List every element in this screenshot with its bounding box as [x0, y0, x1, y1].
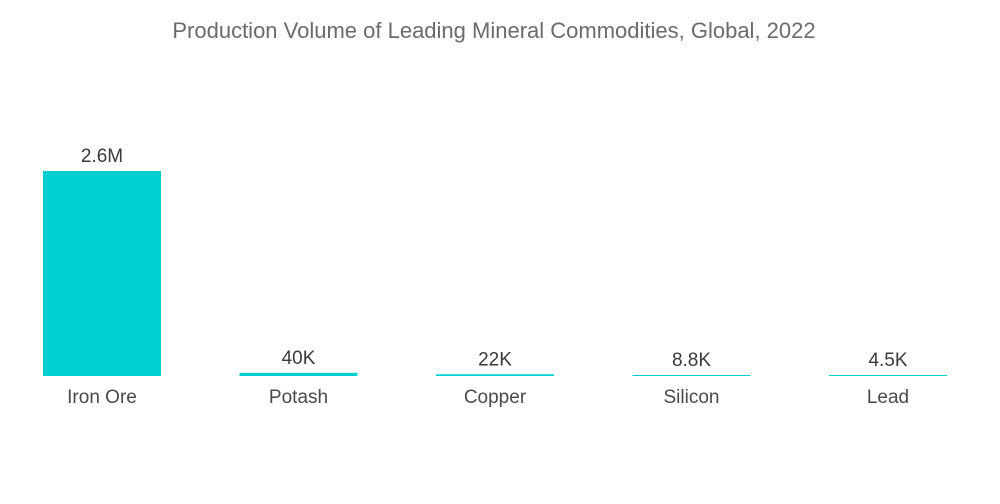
value-label-lead: 4.5K: [868, 350, 907, 371]
bar-potash: [239, 372, 358, 376]
category-label-lead: Lead: [867, 387, 909, 408]
chart-title: Production Volume of Leading Mineral Com…: [172, 18, 815, 43]
bar-copper: [436, 374, 554, 376]
value-labels-group: 2.6M 40K 22K 8.8K 4.5K: [81, 146, 908, 371]
value-label-iron-ore: 2.6M: [81, 146, 123, 167]
value-label-silicon: 8.8K: [672, 350, 711, 371]
bar-lead: [829, 375, 947, 376]
category-label-iron-ore: Iron Ore: [67, 387, 137, 408]
value-label-potash: 40K: [282, 348, 316, 369]
value-label-copper: 22K: [478, 349, 512, 370]
category-labels-group: Iron Ore Potash Copper Silicon Lead: [67, 387, 909, 408]
bars-group: [43, 171, 947, 376]
category-label-silicon: Silicon: [664, 387, 720, 408]
category-label-potash: Potash: [269, 387, 328, 408]
bar-iron-ore: [43, 171, 161, 376]
bar-silicon: [632, 375, 751, 376]
category-label-copper: Copper: [464, 387, 527, 408]
